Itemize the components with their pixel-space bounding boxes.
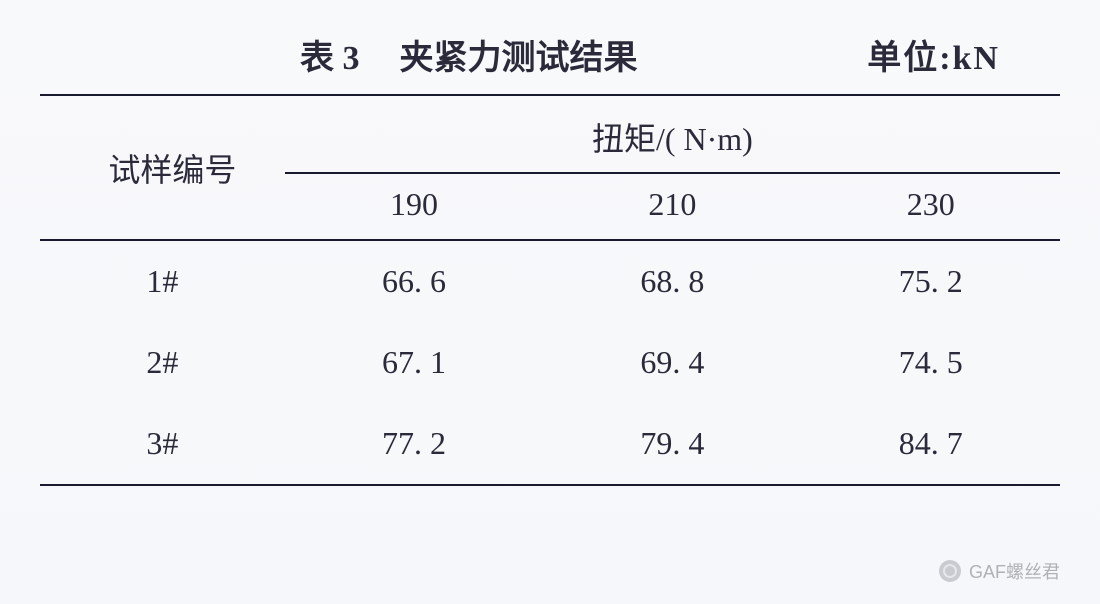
col-header-0: 190: [285, 174, 543, 240]
wechat-icon: [939, 560, 961, 582]
col-header-2: 230: [802, 174, 1060, 240]
row-id: 1#: [40, 240, 285, 322]
table-label: 表 3: [300, 30, 360, 79]
watermark: GAF螺丝君: [939, 558, 1060, 584]
data-table-container: 试样编号 扭矩/( N·m) 190 210 230 1# 66. 6 68. …: [40, 94, 1060, 486]
cell: 68. 8: [543, 240, 801, 322]
cell: 84. 7: [802, 403, 1060, 485]
cell: 75. 2: [802, 240, 1060, 322]
cell: 69. 4: [543, 322, 801, 403]
cell: 74. 5: [802, 322, 1060, 403]
table-row: 2# 67. 1 69. 4 74. 5: [40, 322, 1060, 403]
row-id: 2#: [40, 322, 285, 403]
cell: 66. 6: [285, 240, 543, 322]
cell: 79. 4: [543, 403, 801, 485]
cell: 67. 1: [285, 322, 543, 403]
unit-label: 单位:kN: [867, 30, 1000, 79]
header-row-1: 试样编号 扭矩/( N·m): [40, 95, 1060, 174]
col-header-1: 210: [543, 174, 801, 240]
table-row: 1# 66. 6 68. 8 75. 2: [40, 240, 1060, 322]
cell: 77. 2: [285, 403, 543, 485]
table-title: 夹紧力测试结果: [400, 30, 638, 79]
table-row: 3# 77. 2 79. 4 84. 7: [40, 403, 1060, 485]
title-group: 表 3 夹紧力测试结果: [300, 30, 638, 79]
watermark-text: GAF螺丝君: [969, 558, 1060, 584]
clamping-force-table: 试样编号 扭矩/( N·m) 190 210 230 1# 66. 6 68. …: [40, 94, 1060, 486]
table-caption-row: 表 3 夹紧力测试结果 单位:kN: [40, 20, 1060, 94]
row-header-label: 试样编号: [40, 95, 285, 240]
row-id: 3#: [40, 403, 285, 485]
spanner-header: 扭矩/( N·m): [285, 95, 1060, 174]
